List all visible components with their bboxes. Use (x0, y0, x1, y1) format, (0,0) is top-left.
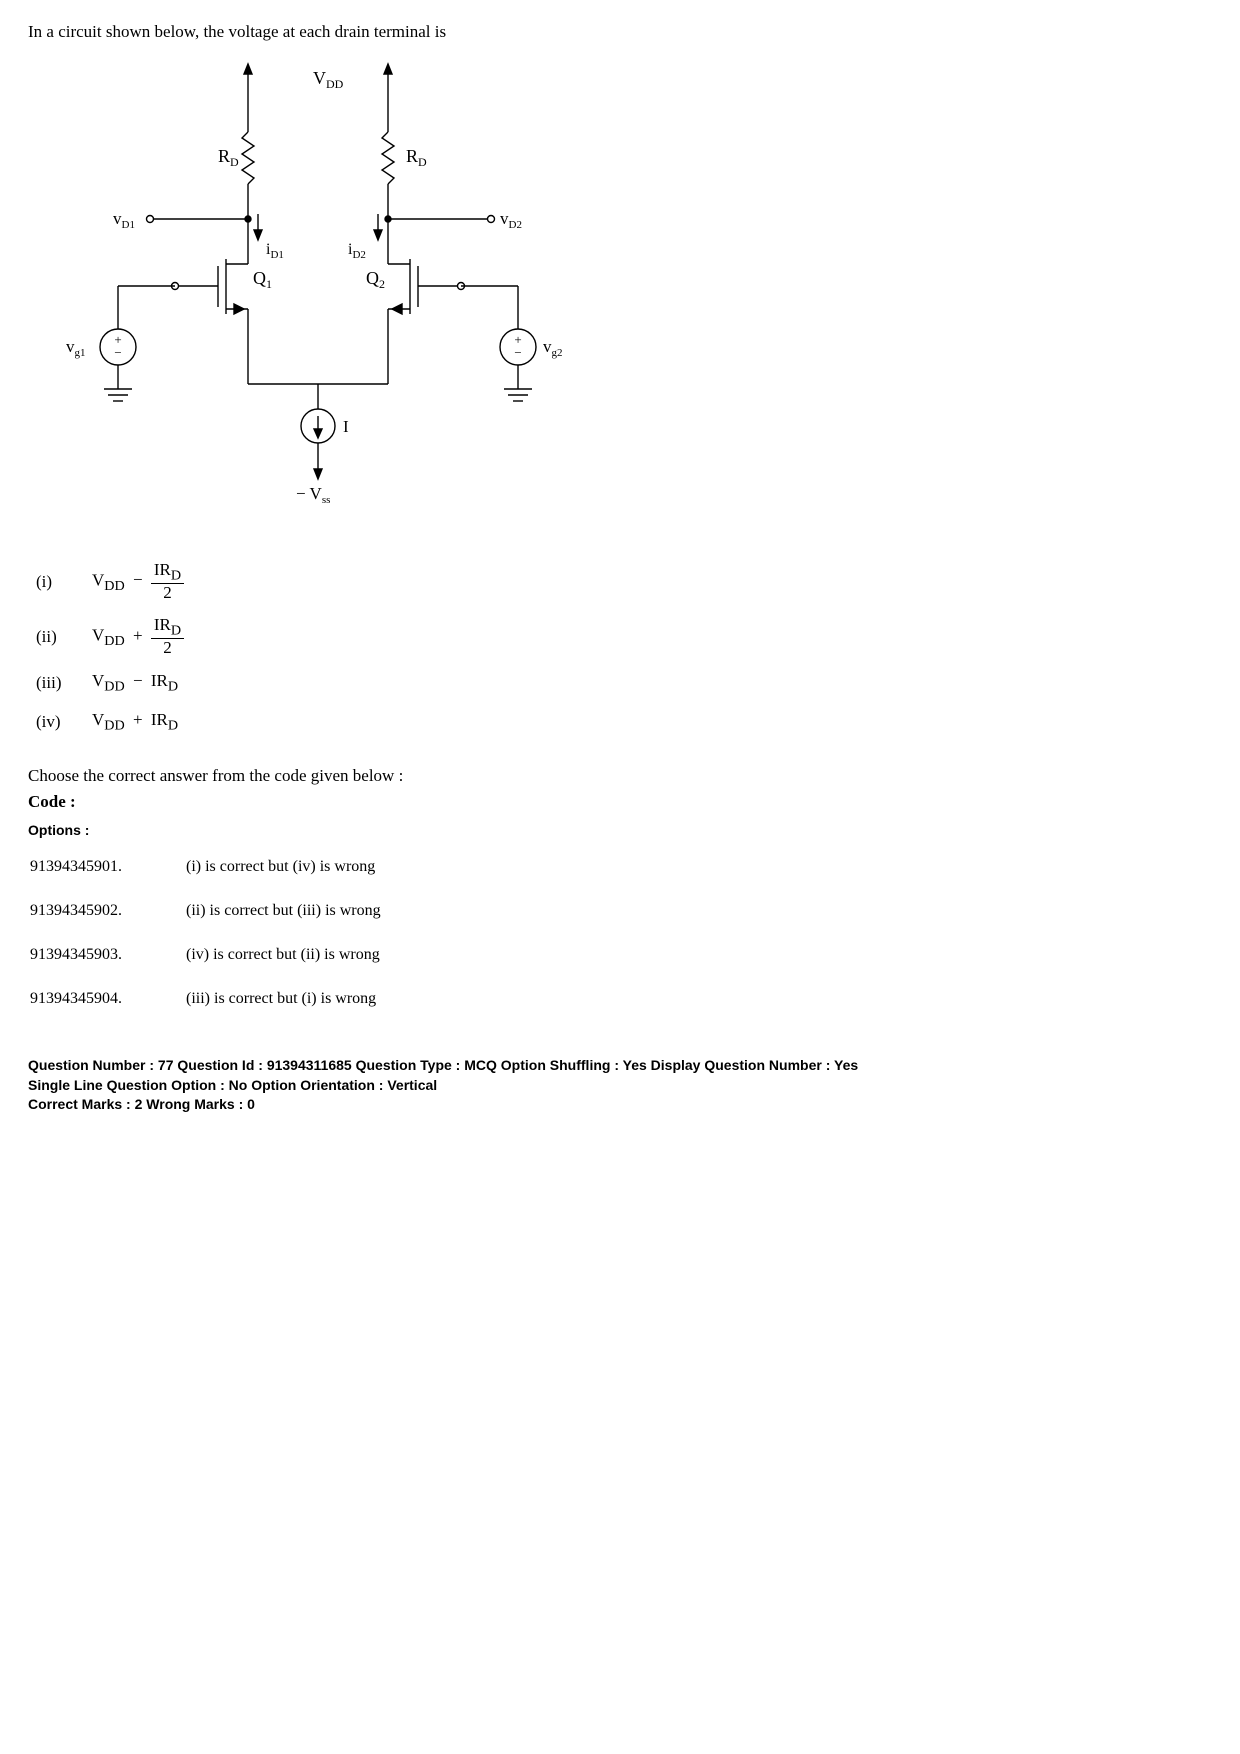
option-id: 91394345902. (30, 890, 184, 932)
option-id: 91394345901. (30, 846, 184, 888)
svg-text:Q2: Q2 (366, 268, 385, 291)
statement-iv: (iv) VDD + IRD (36, 704, 194, 740)
svg-text:RD: RD (406, 146, 427, 169)
option-row: 91394345902. (ii) is correct but (iii) i… (30, 890, 395, 932)
svg-text:vg2: vg2 (543, 337, 563, 359)
question-text: In a circuit shown below, the voltage at… (28, 22, 1212, 42)
svg-text:Q1: Q1 (253, 268, 272, 291)
svg-text:−: − (114, 345, 121, 360)
option-id: 91394345903. (30, 934, 184, 976)
option-row: 91394345904. (iii) is correct but (i) is… (30, 978, 395, 1020)
svg-text:I: I (343, 417, 349, 436)
svg-text:RD: RD (218, 146, 239, 169)
options-table: 91394345901. (i) is correct but (iv) is … (28, 844, 397, 1022)
statement-i: (i) VDD − IRD2 (36, 555, 194, 608)
statement-ii: (ii) VDD + IRD2 (36, 610, 194, 663)
svg-text:vD1: vD1 (113, 209, 135, 231)
choose-prompt: Choose the correct answer from the code … (28, 766, 1212, 786)
option-text[interactable]: (ii) is correct but (iii) is wrong (186, 890, 395, 932)
option-text[interactable]: (iii) is correct but (i) is wrong (186, 978, 395, 1020)
svg-text:iD1: iD1 (266, 241, 284, 261)
option-text[interactable]: (i) is correct but (iv) is wrong (186, 846, 395, 888)
svg-text:vg1: vg1 (66, 337, 86, 359)
option-row: 91394345903. (iv) is correct but (ii) is… (30, 934, 395, 976)
question-metadata: Question Number : 77 Question Id : 91394… (28, 1056, 1212, 1115)
circuit-diagram: + − + − VDD RD RD vD1 vD2 iD1 iD2 Q1 Q2 … (58, 54, 1212, 529)
option-row: 91394345901. (i) is correct but (iv) is … (30, 846, 395, 888)
option-id: 91394345904. (30, 978, 184, 1020)
svg-text:− Vss: − Vss (296, 484, 330, 506)
svg-text:iD2: iD2 (348, 241, 366, 261)
statement-iii: (iii) VDD − IRD (36, 665, 194, 701)
option-text[interactable]: (iv) is correct but (ii) is wrong (186, 934, 395, 976)
svg-text:VDD: VDD (313, 68, 344, 91)
code-label: Code : (28, 792, 1212, 812)
options-heading: Options : (28, 822, 1212, 838)
statements-list: (i) VDD − IRD2 (ii) VDD + IRD2 (iii) VDD… (34, 553, 1212, 742)
svg-text:vD2: vD2 (500, 209, 522, 231)
svg-text:−: − (514, 345, 521, 360)
